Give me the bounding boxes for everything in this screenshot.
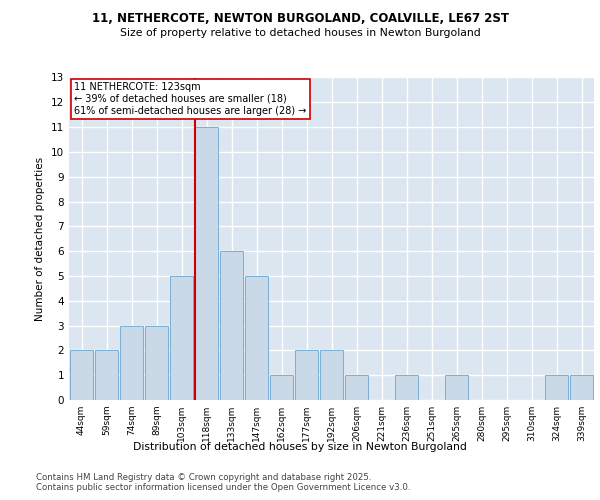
Bar [245, 276, 268, 400]
Bar [145, 326, 168, 400]
Bar [95, 350, 118, 400]
Bar [70, 350, 93, 400]
Y-axis label: Number of detached properties: Number of detached properties [35, 156, 46, 321]
Bar [120, 326, 143, 400]
Text: 11, NETHERCOTE, NEWTON BURGOLAND, COALVILLE, LE67 2ST: 11, NETHERCOTE, NEWTON BURGOLAND, COALVI… [91, 12, 509, 26]
Bar [445, 375, 468, 400]
Text: Contains HM Land Registry data © Crown copyright and database right 2025.
Contai: Contains HM Land Registry data © Crown c… [36, 472, 410, 492]
Bar [295, 350, 318, 400]
Bar [170, 276, 193, 400]
Bar [395, 375, 418, 400]
Text: Distribution of detached houses by size in Newton Burgoland: Distribution of detached houses by size … [133, 442, 467, 452]
Bar [270, 375, 293, 400]
Bar [545, 375, 568, 400]
Text: 11 NETHERCOTE: 123sqm
← 39% of detached houses are smaller (18)
61% of semi-deta: 11 NETHERCOTE: 123sqm ← 39% of detached … [74, 82, 307, 116]
Bar [220, 251, 243, 400]
Text: Size of property relative to detached houses in Newton Burgoland: Size of property relative to detached ho… [119, 28, 481, 38]
Bar [195, 127, 218, 400]
Bar [345, 375, 368, 400]
Bar [570, 375, 593, 400]
Bar [320, 350, 343, 400]
